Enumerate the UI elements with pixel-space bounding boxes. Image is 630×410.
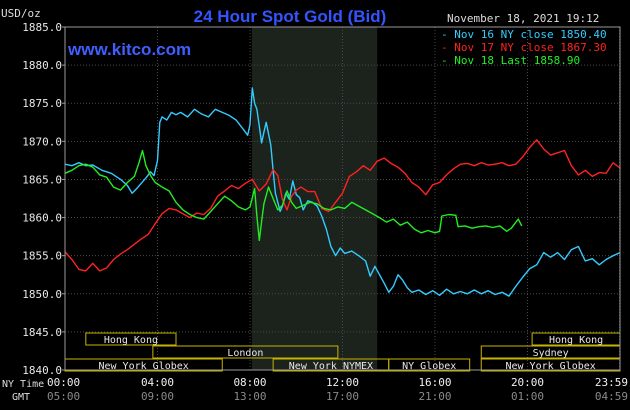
x-tick-label-gmt: 01:00 [511, 390, 544, 403]
market-session-box [152, 345, 339, 359]
x-label-gmt: GMT [12, 392, 30, 403]
x-label-ny-time: NY Time [2, 379, 44, 390]
ny-session-highlight [251, 27, 378, 370]
unit-label: USD/oz [1, 7, 41, 20]
y-tick-label: 1850.0 [22, 288, 62, 301]
x-tick-label-gmt: 17:00 [326, 390, 359, 403]
x-tick-label-ny: 04:00 [141, 376, 174, 389]
plot-frame [64, 26, 621, 371]
market-session-box [388, 358, 471, 372]
market-session-label: New York Globex [505, 361, 595, 372]
series-line [64, 87, 621, 297]
legend-entry: - Nov 16 NY close 1850.40 [441, 28, 607, 41]
x-tick-label-ny: 23:59 [595, 376, 628, 389]
y-tick-label: 1840.0 [22, 364, 62, 377]
x-tick-label-ny: 12:00 [326, 376, 359, 389]
y-tick-label: 1875.0 [22, 97, 62, 110]
market-session-label: London [227, 348, 263, 359]
chart-title: 24 Hour Spot Gold (Bid) [194, 7, 387, 26]
y-axis-ticks: 1885.0 1880.0 1875.0 1870.0 1865.0 1860.0 1855… [22, 21, 65, 377]
x-tick-label-ny: 16:00 [418, 376, 451, 389]
market-session-label: Hong Kong [549, 335, 603, 346]
timestamp: November 18, 2021 19:12 [447, 12, 599, 25]
x-tick-label-ny: 00:00 [47, 376, 80, 389]
market-session-label: Hong Kong [104, 335, 158, 346]
series-line [64, 139, 621, 272]
market-session-box [85, 332, 177, 346]
series-lines [64, 87, 621, 297]
y-tick-label: 1880.0 [22, 59, 62, 72]
legend: - Nov 16 NY close 1850.40- Nov 17 NY clo… [441, 28, 607, 67]
market-session-label: New York NYMEX [289, 361, 373, 372]
market-session-label: Sydney [533, 348, 569, 359]
x-tick-label-gmt: 09:00 [141, 390, 174, 403]
legend-entry: - Nov 18 Last 1858.90 [441, 54, 580, 67]
ny-session-band [251, 27, 378, 370]
y-tick-label: 1855.0 [22, 250, 62, 263]
y-tick-label: 1885.0 [22, 21, 62, 34]
x-tick-label-ny: 20:00 [511, 376, 544, 389]
market-session-label: New York Globex [98, 361, 188, 372]
y-tick-label: 1865.0 [22, 173, 62, 186]
y-tick-label: 1860.0 [22, 212, 62, 225]
y-tick-label: 1845.0 [22, 326, 62, 339]
x-tick-label-ny: 08:00 [233, 376, 266, 389]
watermark-url: www.kitco.com [67, 40, 191, 59]
x-tick-label-gmt: 13:00 [233, 390, 266, 403]
y-tick-label: 1870.0 [22, 135, 62, 148]
market-session-label: NY Globex [402, 361, 456, 372]
series-line [64, 149, 523, 242]
market-sessions: Hong Kong London New York Globex New York N… [64, 332, 621, 372]
x-tick-label-gmt: 05:00 [47, 390, 80, 403]
legend-entry: - Nov 17 NY close 1867.30 [441, 41, 607, 54]
x-tick-label-gmt: 04:59 [595, 390, 628, 403]
x-tick-label-gmt: 21:00 [418, 390, 451, 403]
